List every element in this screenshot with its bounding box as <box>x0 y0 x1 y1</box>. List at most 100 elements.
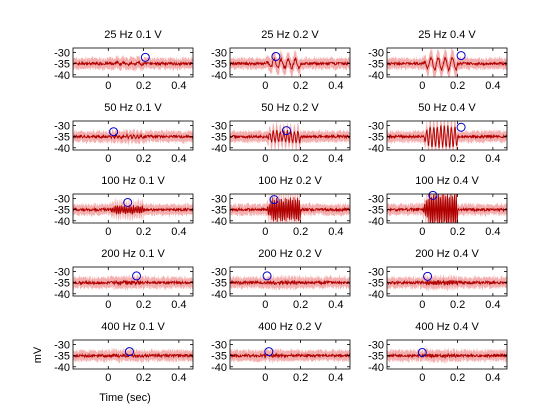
x-axis-label: Time (sec) <box>99 392 151 404</box>
y-tick-label: -40 <box>54 70 70 82</box>
subplot-4: 50 Hz 0.1 V 0 0.2 0.4 -30-35-40 <box>54 102 193 165</box>
y-tick-label: -40 <box>211 362 227 374</box>
x-tick-label: 0.2 <box>136 153 151 165</box>
x-tick-label: 0.4 <box>171 80 186 92</box>
subplot-5: 50 Hz 0.2 V 0 0.2 0.4 -30-35-40 <box>211 102 350 165</box>
y-tick-label: -40 <box>368 143 384 155</box>
subplot-12: 200 Hz 0.4 V 0 0.2 0.4 -30-35-40 <box>368 248 507 311</box>
subplot-7: 100 Hz 0.1 V 0 0.2 0.4 -30-35-40 <box>54 175 193 238</box>
y-tick-label: -40 <box>211 216 227 228</box>
y-tick-label: -40 <box>54 289 70 301</box>
plot-area <box>230 348 350 365</box>
x-tick-label: 0 <box>419 372 425 384</box>
x-tick-label: 0.2 <box>450 372 465 384</box>
subplot-3: 25 Hz 0.4 V0 0.2 0.4-30-35-40 <box>368 29 507 92</box>
y-tick-label: -40 <box>211 143 227 155</box>
plot-area <box>387 274 507 292</box>
x-tick-label: 0 <box>262 80 268 92</box>
plot-area <box>73 197 193 222</box>
peak-marker <box>457 52 465 60</box>
x-tick-label: 0.4 <box>328 80 343 92</box>
x-tick-label: 0.4 <box>171 372 186 384</box>
x-tick-label: 0.2 <box>136 299 151 311</box>
x-tick-label: 0.4 <box>328 299 343 311</box>
subplot-15: 400 Hz 0.4 V 0 0.2 0.4 -30-35-40 <box>368 321 507 384</box>
y-tick-label: -40 <box>368 70 384 82</box>
y-tick-label: -40 <box>211 70 227 82</box>
x-tick-label: 0.2 <box>293 226 308 238</box>
subplot-title: 400 Hz 0.4 V <box>415 321 479 333</box>
subplot-1: 25 Hz 0.1 V0 0.2 0.4-30-35-40 <box>54 29 193 92</box>
x-tick-label: 0.2 <box>450 153 465 165</box>
y-tick-label: -40 <box>368 216 384 228</box>
x-tick-label: 0.4 <box>171 226 186 238</box>
x-tick-label: 0.2 <box>136 226 151 238</box>
subplot-title: 25 Hz 0.2 V <box>261 29 319 41</box>
y-tick-label: -40 <box>368 362 384 374</box>
y-axis-label: mV <box>32 346 44 363</box>
y-tick-label: -40 <box>368 289 384 301</box>
subplot-title: 400 Hz 0.2 V <box>258 321 322 333</box>
x-tick-label: 0.2 <box>450 299 465 311</box>
x-tick-label: 0 <box>419 226 425 238</box>
x-tick-label: 0 <box>262 299 268 311</box>
x-tick-label: 0.2 <box>293 153 308 165</box>
x-tick-label: 0 <box>419 153 425 165</box>
plot-area <box>230 49 350 78</box>
x-tick-label: 0.2 <box>293 80 308 92</box>
peak-marker <box>457 123 465 131</box>
plot-area <box>230 121 350 152</box>
x-tick-label: 0.4 <box>485 299 500 311</box>
x-tick-label: 0.4 <box>485 153 500 165</box>
subplot-title: 100 Hz 0.2 V <box>258 175 322 187</box>
x-tick-label: 0 <box>262 153 268 165</box>
mean-trace <box>387 193 507 226</box>
subplot-6: 50 Hz 0.4 V0 0.2 0.4-30-35-40 <box>368 102 507 165</box>
subplot-title: 25 Hz 0.4 V <box>418 29 476 41</box>
x-tick-label: 0 <box>419 299 425 311</box>
mean-trace <box>230 197 350 222</box>
plot-area <box>73 128 193 146</box>
x-tick-label: 0 <box>262 372 268 384</box>
x-tick-label: 0.4 <box>328 153 343 165</box>
subplot-title: 200 Hz 0.2 V <box>258 248 322 260</box>
subplot-grid: 25 Hz 0.1 V0 0.2 0.4-30-35-4025 Hz 0.2 V0 0… <box>54 29 507 384</box>
x-tick-label: 0.4 <box>485 372 500 384</box>
plot-area <box>73 54 193 72</box>
x-tick-label: 0.4 <box>171 299 186 311</box>
x-tick-label: 0.2 <box>450 226 465 238</box>
y-tick-label: -40 <box>54 143 70 155</box>
x-tick-label: 0 <box>262 226 268 238</box>
x-tick-label: 0 <box>419 80 425 92</box>
x-tick-label: 0.4 <box>485 80 500 92</box>
plot-area <box>230 274 350 292</box>
x-tick-label: 0 <box>105 80 111 92</box>
x-tick-label: 0.4 <box>328 226 343 238</box>
x-tick-label: 0.4 <box>485 226 500 238</box>
x-tick-label: 0.2 <box>293 372 308 384</box>
x-tick-label: 0 <box>105 226 111 238</box>
x-tick-label: 0.2 <box>136 372 151 384</box>
x-tick-label: 0 <box>105 372 111 384</box>
subplot-2: 25 Hz 0.2 V0 0.2 0.4-30-35-40 <box>211 29 350 92</box>
x-tick-label: 0 <box>105 299 111 311</box>
subplot-title: 25 Hz 0.1 V <box>104 29 162 41</box>
subplot-title: 50 Hz 0.1 V <box>104 102 162 114</box>
subplot-title: 100 Hz 0.4 V <box>415 175 479 187</box>
y-tick-label: -40 <box>211 289 227 301</box>
subplot-11: 200 Hz 0.2 V 0 0.2 0.4 -30-35-40 <box>211 248 350 311</box>
x-tick-label: 0 <box>105 153 111 165</box>
subplot-9: 100 Hz 0.4 V0 0.2 0.4-30-35-40 <box>368 175 507 242</box>
x-tick-label: 0.2 <box>136 80 151 92</box>
x-tick-label: 0.4 <box>328 372 343 384</box>
subplot-8: 100 Hz 0.2 V0 0.2 0.4-30-35-40 <box>211 175 350 238</box>
y-tick-label: -40 <box>54 216 70 228</box>
subplot-title: 50 Hz 0.4 V <box>418 102 476 114</box>
x-tick-label: 0.2 <box>293 299 308 311</box>
x-tick-label: 0.4 <box>171 153 186 165</box>
subplot-13: 400 Hz 0.1 V 0 0.2 0.4 -30-35-40 <box>54 321 193 384</box>
plot-area <box>387 48 507 80</box>
x-tick-label: 0.2 <box>450 80 465 92</box>
subplot-title: 200 Hz 0.4 V <box>415 248 479 260</box>
